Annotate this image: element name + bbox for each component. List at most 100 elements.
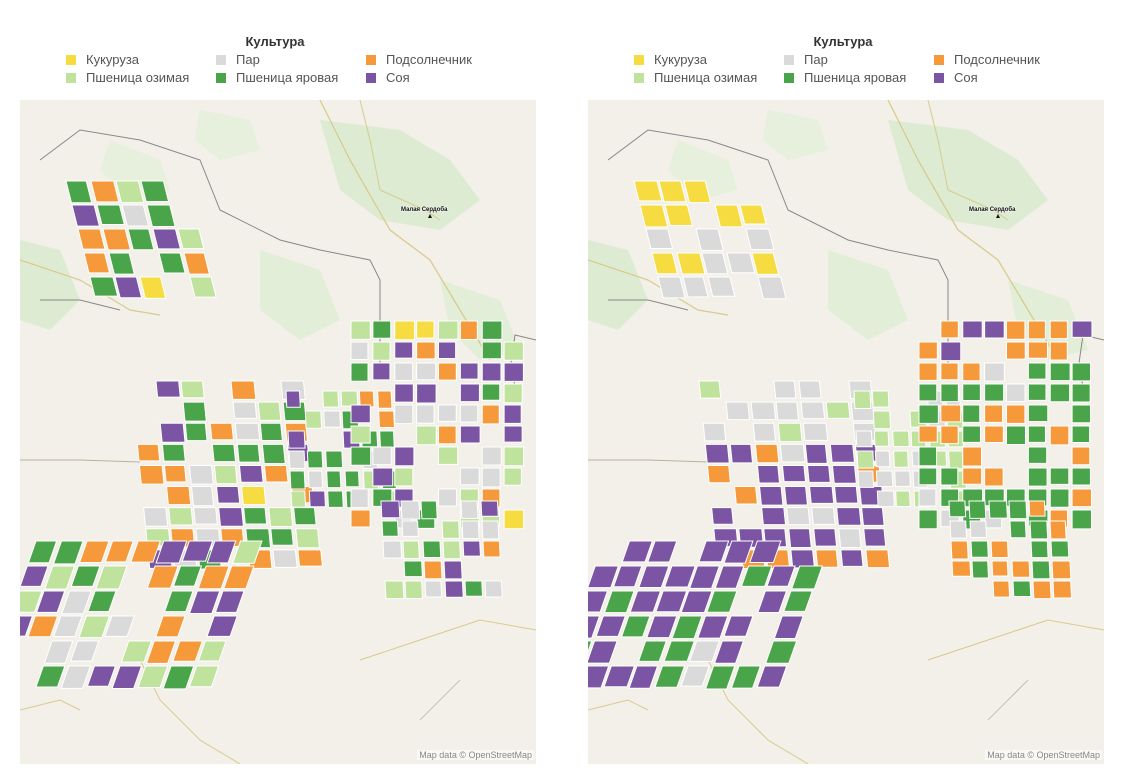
field-parcel[interactable] — [481, 446, 502, 466]
field-parcel[interactable] — [1027, 362, 1047, 380]
field-parcel[interactable] — [401, 520, 419, 537]
field-parcel[interactable] — [52, 615, 83, 637]
field-parcel[interactable] — [394, 404, 414, 425]
field-parcel[interactable] — [680, 665, 710, 687]
field-parcel[interactable] — [181, 540, 214, 562]
field-parcel[interactable] — [1049, 341, 1068, 361]
field-parcel[interactable] — [293, 507, 317, 526]
field-parcel[interactable] — [350, 488, 369, 509]
field-parcel[interactable] — [35, 590, 66, 613]
field-parcel[interactable] — [962, 425, 981, 443]
field-parcel[interactable] — [663, 565, 696, 588]
field-parcel[interactable] — [633, 180, 663, 202]
field-parcel[interactable] — [628, 665, 659, 689]
field-parcel[interactable] — [287, 430, 306, 449]
field-map[interactable] — [588, 100, 1104, 764]
field-parcel[interactable] — [102, 228, 132, 251]
field-parcel[interactable] — [372, 467, 394, 487]
field-parcel[interactable] — [44, 565, 76, 590]
field-parcel[interactable] — [394, 341, 414, 359]
field-parcel[interactable] — [130, 540, 162, 563]
field-parcel[interactable] — [784, 486, 809, 506]
field-parcel[interactable] — [188, 464, 214, 485]
field-parcel[interactable] — [940, 341, 962, 362]
field-parcel[interactable] — [683, 180, 712, 204]
field-parcel[interactable] — [603, 590, 635, 614]
field-parcel[interactable] — [295, 528, 321, 549]
field-parcel[interactable] — [752, 422, 776, 442]
field-parcel[interactable] — [1006, 383, 1026, 402]
field-parcel[interactable] — [1027, 425, 1046, 443]
field-parcel[interactable] — [394, 446, 415, 467]
field-parcel[interactable] — [236, 443, 261, 463]
field-parcel[interactable] — [1006, 425, 1026, 445]
field-parcel[interactable] — [695, 228, 724, 251]
field-parcel[interactable] — [654, 665, 686, 688]
field-parcel[interactable] — [676, 252, 706, 275]
field-parcel[interactable] — [145, 640, 177, 664]
field-parcel[interactable] — [139, 276, 167, 299]
field-parcel[interactable] — [688, 565, 721, 589]
field-parcel[interactable] — [984, 383, 1005, 402]
field-parcel[interactable] — [1006, 341, 1026, 360]
field-parcel[interactable] — [757, 590, 788, 613]
field-parcel[interactable] — [1027, 446, 1048, 464]
field-parcel[interactable] — [484, 580, 503, 598]
field-parcel[interactable] — [940, 320, 959, 339]
field-parcel[interactable] — [136, 443, 161, 462]
field-parcel[interactable] — [155, 615, 186, 638]
field-parcel[interactable] — [115, 180, 145, 204]
field-parcel[interactable] — [159, 422, 186, 443]
field-parcel[interactable] — [234, 422, 261, 441]
field-parcel[interactable] — [701, 252, 729, 275]
field-parcel[interactable] — [1028, 500, 1046, 517]
field-parcel[interactable] — [87, 590, 117, 613]
field-parcel[interactable] — [503, 383, 523, 404]
field-parcel[interactable] — [459, 362, 479, 380]
field-parcel[interactable] — [918, 362, 938, 381]
field-parcel[interactable] — [350, 446, 372, 466]
field-map[interactable] — [20, 100, 536, 764]
field-parcel[interactable] — [20, 615, 34, 637]
field-parcel[interactable] — [197, 565, 230, 590]
field-parcel[interactable] — [172, 565, 203, 587]
field-parcel[interactable] — [96, 204, 125, 225]
field-parcel[interactable] — [855, 430, 873, 448]
field-parcel[interactable] — [127, 228, 155, 251]
field-parcel[interactable] — [918, 446, 938, 467]
field-parcel[interactable] — [78, 615, 111, 639]
field-parcel[interactable] — [1027, 467, 1048, 487]
field-parcel[interactable] — [155, 380, 181, 398]
field-parcel[interactable] — [702, 422, 727, 442]
field-parcel[interactable] — [481, 404, 500, 425]
field-parcel[interactable] — [788, 528, 812, 549]
field-parcel[interactable] — [206, 615, 238, 637]
field-parcel[interactable] — [218, 507, 244, 527]
field-parcel[interactable] — [268, 507, 294, 527]
field-parcel[interactable] — [871, 390, 890, 408]
field-parcel[interactable] — [230, 380, 257, 400]
field-parcel[interactable] — [749, 540, 782, 563]
field-parcel[interactable] — [372, 446, 392, 466]
field-parcel[interactable] — [177, 228, 205, 250]
field-parcel[interactable] — [798, 380, 822, 399]
field-parcel[interactable] — [416, 404, 435, 424]
field-parcel[interactable] — [962, 446, 982, 467]
field-parcel[interactable] — [984, 362, 1005, 382]
field-parcel[interactable] — [761, 507, 787, 526]
field-parcel[interactable] — [382, 540, 403, 559]
field-parcel[interactable] — [350, 425, 371, 444]
field-parcel[interactable] — [1071, 446, 1091, 466]
fields[interactable] — [20, 180, 525, 690]
field-parcel[interactable] — [962, 320, 983, 339]
field-parcel[interactable] — [811, 507, 836, 525]
field-parcel[interactable] — [231, 540, 263, 564]
field-parcel[interactable] — [804, 443, 828, 464]
field-parcel[interactable] — [272, 549, 298, 568]
field-parcel[interactable] — [223, 565, 255, 590]
field-parcel[interactable] — [180, 380, 205, 399]
field-parcel[interactable] — [838, 528, 862, 549]
field-parcel[interactable] — [655, 590, 688, 613]
field-parcel[interactable] — [1052, 580, 1073, 599]
field-parcel[interactable] — [1008, 500, 1028, 520]
